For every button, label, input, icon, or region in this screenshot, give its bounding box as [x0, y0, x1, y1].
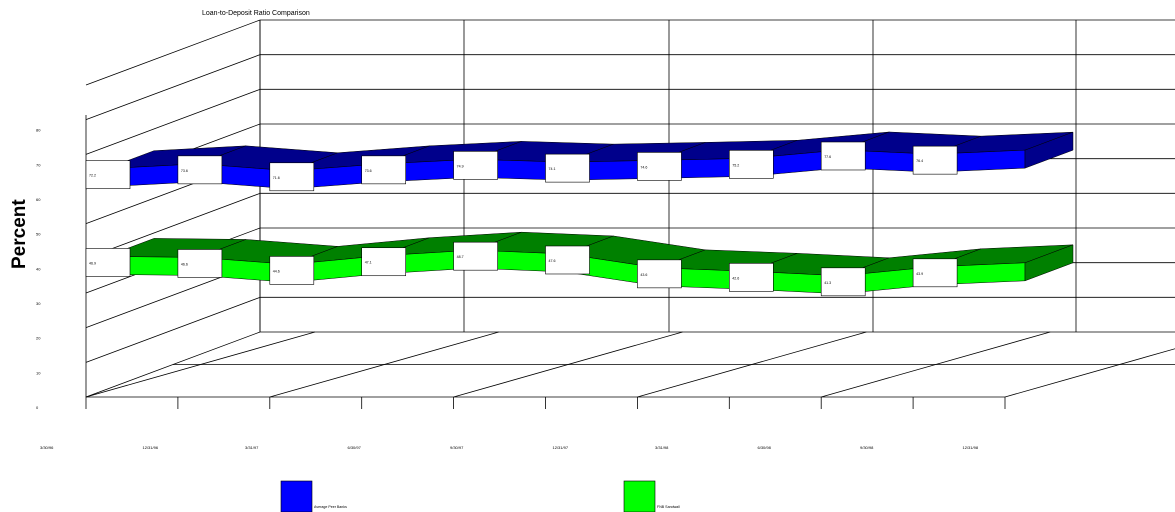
data-label-box — [637, 259, 682, 289]
y-tick-label: 60 — [36, 197, 41, 202]
gridline-left — [85, 54, 261, 121]
data-label: 73.6 — [181, 169, 188, 173]
y-tick-label: 40 — [36, 266, 41, 271]
gridline-left — [85, 88, 261, 155]
data-label: 41.3 — [824, 281, 831, 285]
legend-label: FNB Sandwall — [657, 505, 680, 509]
y-tick-label: 80 — [36, 128, 41, 133]
legend: Average Peer Banks FNB Sandwall — [280, 480, 680, 512]
data-label-box — [728, 263, 774, 292]
y-tick-label: 30 — [36, 301, 41, 306]
data-label-box — [728, 150, 774, 179]
data-label: 43.9 — [916, 272, 923, 276]
gridline-left — [85, 192, 261, 259]
y-axis-label: Percent — [9, 199, 30, 269]
data-label-box — [545, 153, 590, 183]
y-tick-label: 20 — [36, 336, 41, 341]
data-label: 75.2 — [732, 163, 739, 167]
data-label-box — [637, 152, 682, 181]
x-tick-label: 3/31/97 — [245, 445, 259, 450]
data-labels: 72.2 73.6 71.6 73.6 74.9 74.1 74.6 75.2 77.6 76.4… — [85, 141, 958, 297]
ribbon-end-cap — [1024, 244, 1074, 282]
data-label-box — [453, 241, 498, 271]
data-label: 47.1 — [365, 261, 372, 265]
legend-swatch — [623, 480, 656, 512]
data-label: 42.6 — [732, 276, 739, 280]
data-label: 44.6 — [273, 269, 280, 273]
x-tick-label: 6/30/98 — [758, 445, 772, 450]
data-label-box — [85, 160, 131, 190]
data-label-box — [269, 162, 315, 192]
legend-label: Average Peer Banks — [314, 505, 347, 509]
x-tick-label: 3/31/98 — [655, 445, 669, 450]
ribbon-end-cap — [1024, 131, 1074, 169]
data-label: 74.6 — [640, 165, 647, 169]
data-label: 73.6 — [365, 169, 372, 173]
data-label: 76.4 — [916, 159, 923, 163]
data-label-box — [912, 258, 958, 288]
data-label-box — [820, 141, 866, 171]
data-label: 71.6 — [273, 176, 280, 180]
gridline-left — [85, 296, 261, 363]
data-label: 72.2 — [89, 174, 96, 178]
data-label: 43.6 — [640, 273, 647, 277]
legend-swatch — [280, 480, 313, 512]
x-tick-label: 12/31/98 — [963, 445, 979, 450]
data-label-box — [177, 249, 223, 278]
data-label-box — [545, 245, 590, 275]
x-tick-label: 12/31/96 — [143, 445, 159, 450]
data-label: 46.9 — [89, 261, 96, 265]
chart-grid — [85, 19, 1175, 398]
data-label: 46.6 — [181, 262, 188, 266]
data-label-box — [85, 248, 131, 277]
x-tick-label: 9/30/97 — [450, 445, 464, 450]
x-tick-label: 12/31/97 — [553, 445, 569, 450]
data-label-box — [820, 267, 866, 297]
y-tick-label: 10 — [36, 370, 41, 375]
data-label: 77.6 — [824, 155, 831, 159]
x-tick-label: 9/30/98 — [860, 445, 874, 450]
y-tick-label: 50 — [36, 232, 41, 237]
x-tick-label: 6/30/97 — [348, 445, 362, 450]
chart-title: Loan-to-Deposit Ratio Comparison — [202, 10, 310, 17]
data-label-box — [177, 155, 223, 185]
data-label: 48.7 — [457, 255, 464, 259]
data-label-box — [912, 145, 958, 175]
x-tick-label: 3/30/96 — [40, 445, 54, 450]
data-label-box — [453, 151, 498, 180]
y-tick-label: 70 — [36, 162, 41, 167]
axes: 3/30/96 12/31/96 3/31/97 6/30/97 9/30/97 12/3… — [36, 128, 1006, 450]
data-label: 47.6 — [549, 259, 556, 263]
gridline-left — [85, 19, 261, 86]
data-label-box — [361, 155, 407, 185]
y-tick-label: 0 — [36, 405, 39, 410]
data-label: 74.9 — [457, 164, 464, 168]
data-label: 74.1 — [549, 167, 556, 171]
data-label-box — [361, 247, 407, 277]
data-label-box — [269, 256, 315, 285]
